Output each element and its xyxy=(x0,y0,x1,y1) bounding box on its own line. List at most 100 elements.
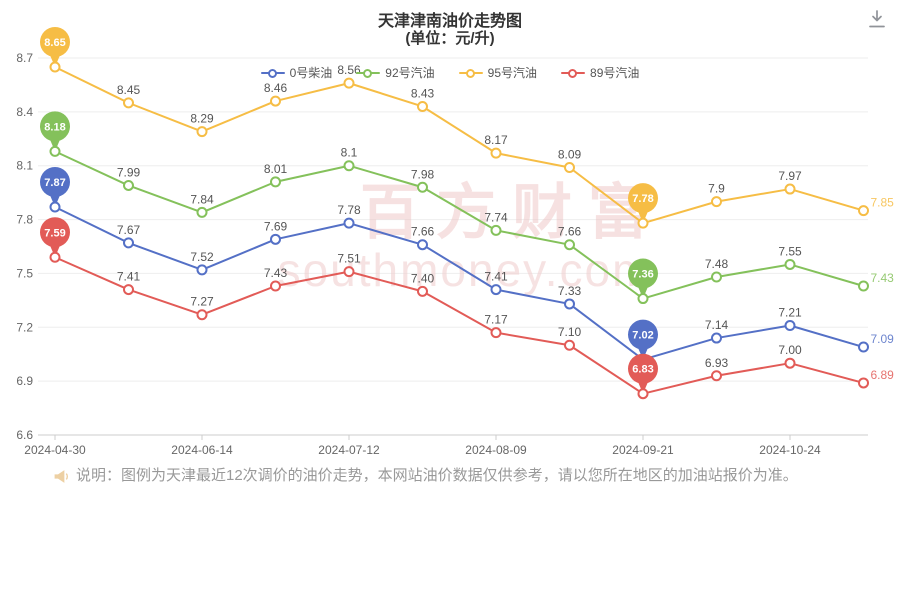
data-point[interactable] xyxy=(49,145,61,157)
data-point[interactable] xyxy=(637,217,649,229)
data-point[interactable] xyxy=(564,239,575,251)
data-point[interactable] xyxy=(711,196,722,208)
data-point[interactable] xyxy=(858,205,869,217)
data-point[interactable] xyxy=(490,327,502,339)
data-point[interactable] xyxy=(49,61,61,73)
y-axis-label: 7.5 xyxy=(16,266,33,280)
point-label: 8.1 xyxy=(341,146,358,160)
point-label: 7.99 xyxy=(117,165,141,179)
point-label: 7.10 xyxy=(558,325,582,339)
point-label: 7.69 xyxy=(264,219,288,233)
data-point[interactable] xyxy=(196,126,208,138)
data-point[interactable] xyxy=(784,319,796,331)
data-point[interactable] xyxy=(123,237,134,249)
page-subtitle: (单位：元/升) xyxy=(405,30,495,47)
data-point[interactable] xyxy=(123,179,134,191)
pin-label: 7.78 xyxy=(632,193,653,205)
point-label: 7.9 xyxy=(708,182,725,196)
point-label: 7.17 xyxy=(484,313,508,327)
legend-label: 95号汽油 xyxy=(487,66,538,80)
download-icon xyxy=(869,10,885,28)
data-point[interactable] xyxy=(784,183,796,195)
point-label: 7.48 xyxy=(705,257,729,271)
x-axis-label: 2024-06-14 xyxy=(171,443,233,457)
y-axis-label: 8.7 xyxy=(16,51,33,65)
data-point[interactable] xyxy=(637,388,649,400)
data-point[interactable] xyxy=(564,339,575,351)
data-point[interactable] xyxy=(343,217,355,229)
data-point[interactable] xyxy=(417,100,428,112)
pin-label: 7.36 xyxy=(632,269,653,281)
data-point[interactable] xyxy=(490,284,502,296)
data-point[interactable] xyxy=(858,341,869,353)
pin-tail xyxy=(49,138,61,152)
x-axis-label: 2024-07-12 xyxy=(318,443,380,457)
data-point[interactable] xyxy=(270,176,281,188)
data-point[interactable] xyxy=(564,162,575,174)
legend-label: 92号汽油 xyxy=(385,66,435,80)
legend-item-92-gasoline[interactable]: 92号汽油 xyxy=(356,64,435,81)
x-axis-label: 2024-04-30 xyxy=(24,443,86,457)
disclaimer-text: 说明：图例为天津最近12次调价的油价走势，本网站油价数据仅供参考，请以您所在地区… xyxy=(76,467,798,484)
data-point[interactable] xyxy=(417,239,428,251)
legend-item-89-gasoline[interactable]: 89号汽油 xyxy=(561,64,639,81)
data-point[interactable] xyxy=(196,264,208,276)
y-axis-label: 7.2 xyxy=(16,320,33,334)
data-point[interactable] xyxy=(858,377,869,389)
data-point[interactable] xyxy=(490,147,502,159)
legend: 0号柴油 92号汽油 95号汽油 89号汽油 xyxy=(0,64,900,81)
point-label: 8.09 xyxy=(558,148,582,162)
pin-marker xyxy=(40,111,70,142)
data-point[interactable] xyxy=(711,370,722,382)
point-label: 8.56 xyxy=(337,63,361,77)
data-point[interactable] xyxy=(123,97,134,109)
pin-marker xyxy=(628,353,658,384)
download-button[interactable] xyxy=(866,8,888,30)
point-label: 7.66 xyxy=(558,225,582,239)
legend-label: 0号柴油 xyxy=(289,66,333,80)
data-point[interactable] xyxy=(343,266,355,278)
data-point[interactable] xyxy=(637,293,649,305)
pin-tail xyxy=(637,346,649,360)
data-point[interactable] xyxy=(784,357,796,369)
pin-label: 6.83 xyxy=(632,364,653,376)
pin-marker xyxy=(628,258,658,289)
data-point[interactable] xyxy=(196,309,208,321)
data-point[interactable] xyxy=(196,206,208,218)
x-axis-label: 2024-10-24 xyxy=(759,443,821,457)
pin-label: 8.65 xyxy=(44,37,65,49)
pin-label: 7.02 xyxy=(632,330,653,342)
point-label: 8.46 xyxy=(264,81,288,95)
pin-label: 8.18 xyxy=(44,121,65,133)
point-label: 7.98 xyxy=(411,167,435,181)
data-point[interactable] xyxy=(123,284,134,296)
data-point[interactable] xyxy=(270,233,281,245)
series-line xyxy=(54,150,865,300)
series-line xyxy=(54,65,865,225)
data-point[interactable] xyxy=(858,280,869,292)
legend-item-95-gasoline[interactable]: 95号汽油 xyxy=(458,64,538,81)
legend-line-icon xyxy=(458,68,483,78)
data-point[interactable] xyxy=(49,201,61,213)
data-point[interactable] xyxy=(417,285,428,297)
point-label: 7.84 xyxy=(190,192,214,206)
data-point[interactable] xyxy=(564,298,575,310)
data-point[interactable] xyxy=(49,251,61,263)
data-point[interactable] xyxy=(270,95,281,107)
data-point[interactable] xyxy=(490,224,502,236)
y-axis-label: 6.6 xyxy=(16,428,33,442)
x-axis-label: 2024-09-21 xyxy=(612,443,674,457)
data-point[interactable] xyxy=(784,258,796,270)
series-line xyxy=(54,206,865,361)
legend-item-0-diesel[interactable]: 0号柴油 xyxy=(260,64,333,81)
data-point[interactable] xyxy=(711,271,722,283)
data-point[interactable] xyxy=(343,160,355,172)
data-point[interactable] xyxy=(343,77,355,89)
data-point[interactable] xyxy=(270,280,281,292)
pin-tail xyxy=(637,380,649,394)
pin-marker xyxy=(628,319,658,350)
y-axis-label: 8.1 xyxy=(16,159,33,173)
data-point[interactable] xyxy=(711,332,722,344)
data-point[interactable] xyxy=(417,181,428,193)
